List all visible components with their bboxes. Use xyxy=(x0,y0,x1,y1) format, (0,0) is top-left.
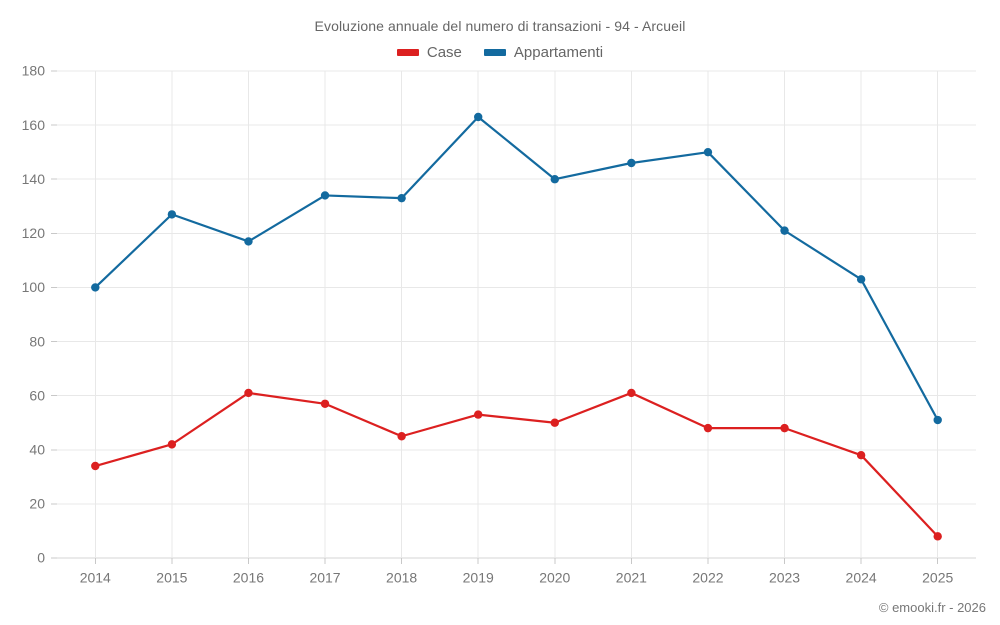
data-point[interactable] xyxy=(244,388,253,398)
data-point[interactable] xyxy=(703,423,713,433)
data-point[interactable] xyxy=(244,237,253,246)
xtick-label: 2020 xyxy=(539,569,570,585)
ytick-label: 40 xyxy=(29,441,45,457)
ytick-label: 100 xyxy=(22,279,46,295)
xtick-label: 2023 xyxy=(769,569,800,585)
data-point[interactable] xyxy=(397,193,406,203)
legend-item-case[interactable]: Case xyxy=(396,44,462,61)
ytick-label: 20 xyxy=(29,496,45,512)
chart-title: Evoluzione annuale del numero di transaz… xyxy=(314,18,686,34)
data-point[interactable] xyxy=(703,147,713,157)
xtick-label: 2016 xyxy=(233,569,264,585)
grid-lines: 0 20 40 60 80 100 120 140 160 180 2014 2015 2016 2017… xyxy=(22,63,976,585)
copyright-footer: © emooki.fr - 2026 xyxy=(878,600,986,615)
ytick-label: 80 xyxy=(29,333,45,349)
data-point[interactable] xyxy=(856,450,866,460)
legend-item-appartamenti[interactable]: Appartamenti xyxy=(483,44,604,61)
data-point[interactable] xyxy=(91,283,100,292)
xtick-label: 2022 xyxy=(692,569,723,585)
data-point[interactable] xyxy=(320,399,330,408)
data-point[interactable] xyxy=(627,388,636,398)
xtick-label: 2014 xyxy=(80,569,111,585)
data-point[interactable] xyxy=(550,175,559,184)
xtick-label: 2017 xyxy=(309,569,340,585)
data-point[interactable] xyxy=(780,423,789,433)
data-point[interactable] xyxy=(474,410,483,419)
xtick-label: 2015 xyxy=(156,569,187,585)
xtick-label: 2018 xyxy=(386,569,417,585)
data-point[interactable] xyxy=(627,158,636,168)
data-point[interactable] xyxy=(550,418,559,427)
legend-swatch-case xyxy=(396,49,419,56)
data-point[interactable] xyxy=(474,112,483,122)
data-point[interactable] xyxy=(780,226,789,235)
data-point[interactable] xyxy=(397,432,406,441)
legend-swatch-appartamenti xyxy=(483,49,506,56)
series-line-case xyxy=(94,391,939,538)
data-point[interactable] xyxy=(91,461,100,471)
data-point[interactable] xyxy=(167,440,177,449)
ytick-label: 60 xyxy=(29,387,45,403)
chart-legend: Case Appartamenti xyxy=(0,44,1000,61)
ytick-label: 120 xyxy=(22,225,46,241)
ytick-label: 0 xyxy=(37,550,45,566)
series-line-appartamenti xyxy=(94,115,939,422)
xtick-label: 2019 xyxy=(463,569,494,585)
data-point[interactable] xyxy=(167,210,177,219)
ytick-label: 180 xyxy=(22,63,46,79)
legend-label-appartamenti: Appartamenti xyxy=(513,44,604,61)
data-point[interactable] xyxy=(933,532,942,541)
series-appartamenti xyxy=(91,112,942,425)
data-point[interactable] xyxy=(320,191,330,200)
ytick-label: 140 xyxy=(22,171,46,187)
series-case xyxy=(91,388,942,541)
xtick-label: 2021 xyxy=(616,569,647,585)
ytick-label: 160 xyxy=(22,117,46,133)
xtick-label: 2024 xyxy=(846,569,877,585)
data-point[interactable] xyxy=(933,415,942,425)
xtick-label: 2025 xyxy=(922,569,953,585)
data-point[interactable] xyxy=(856,275,866,284)
legend-label-case: Case xyxy=(426,44,462,61)
